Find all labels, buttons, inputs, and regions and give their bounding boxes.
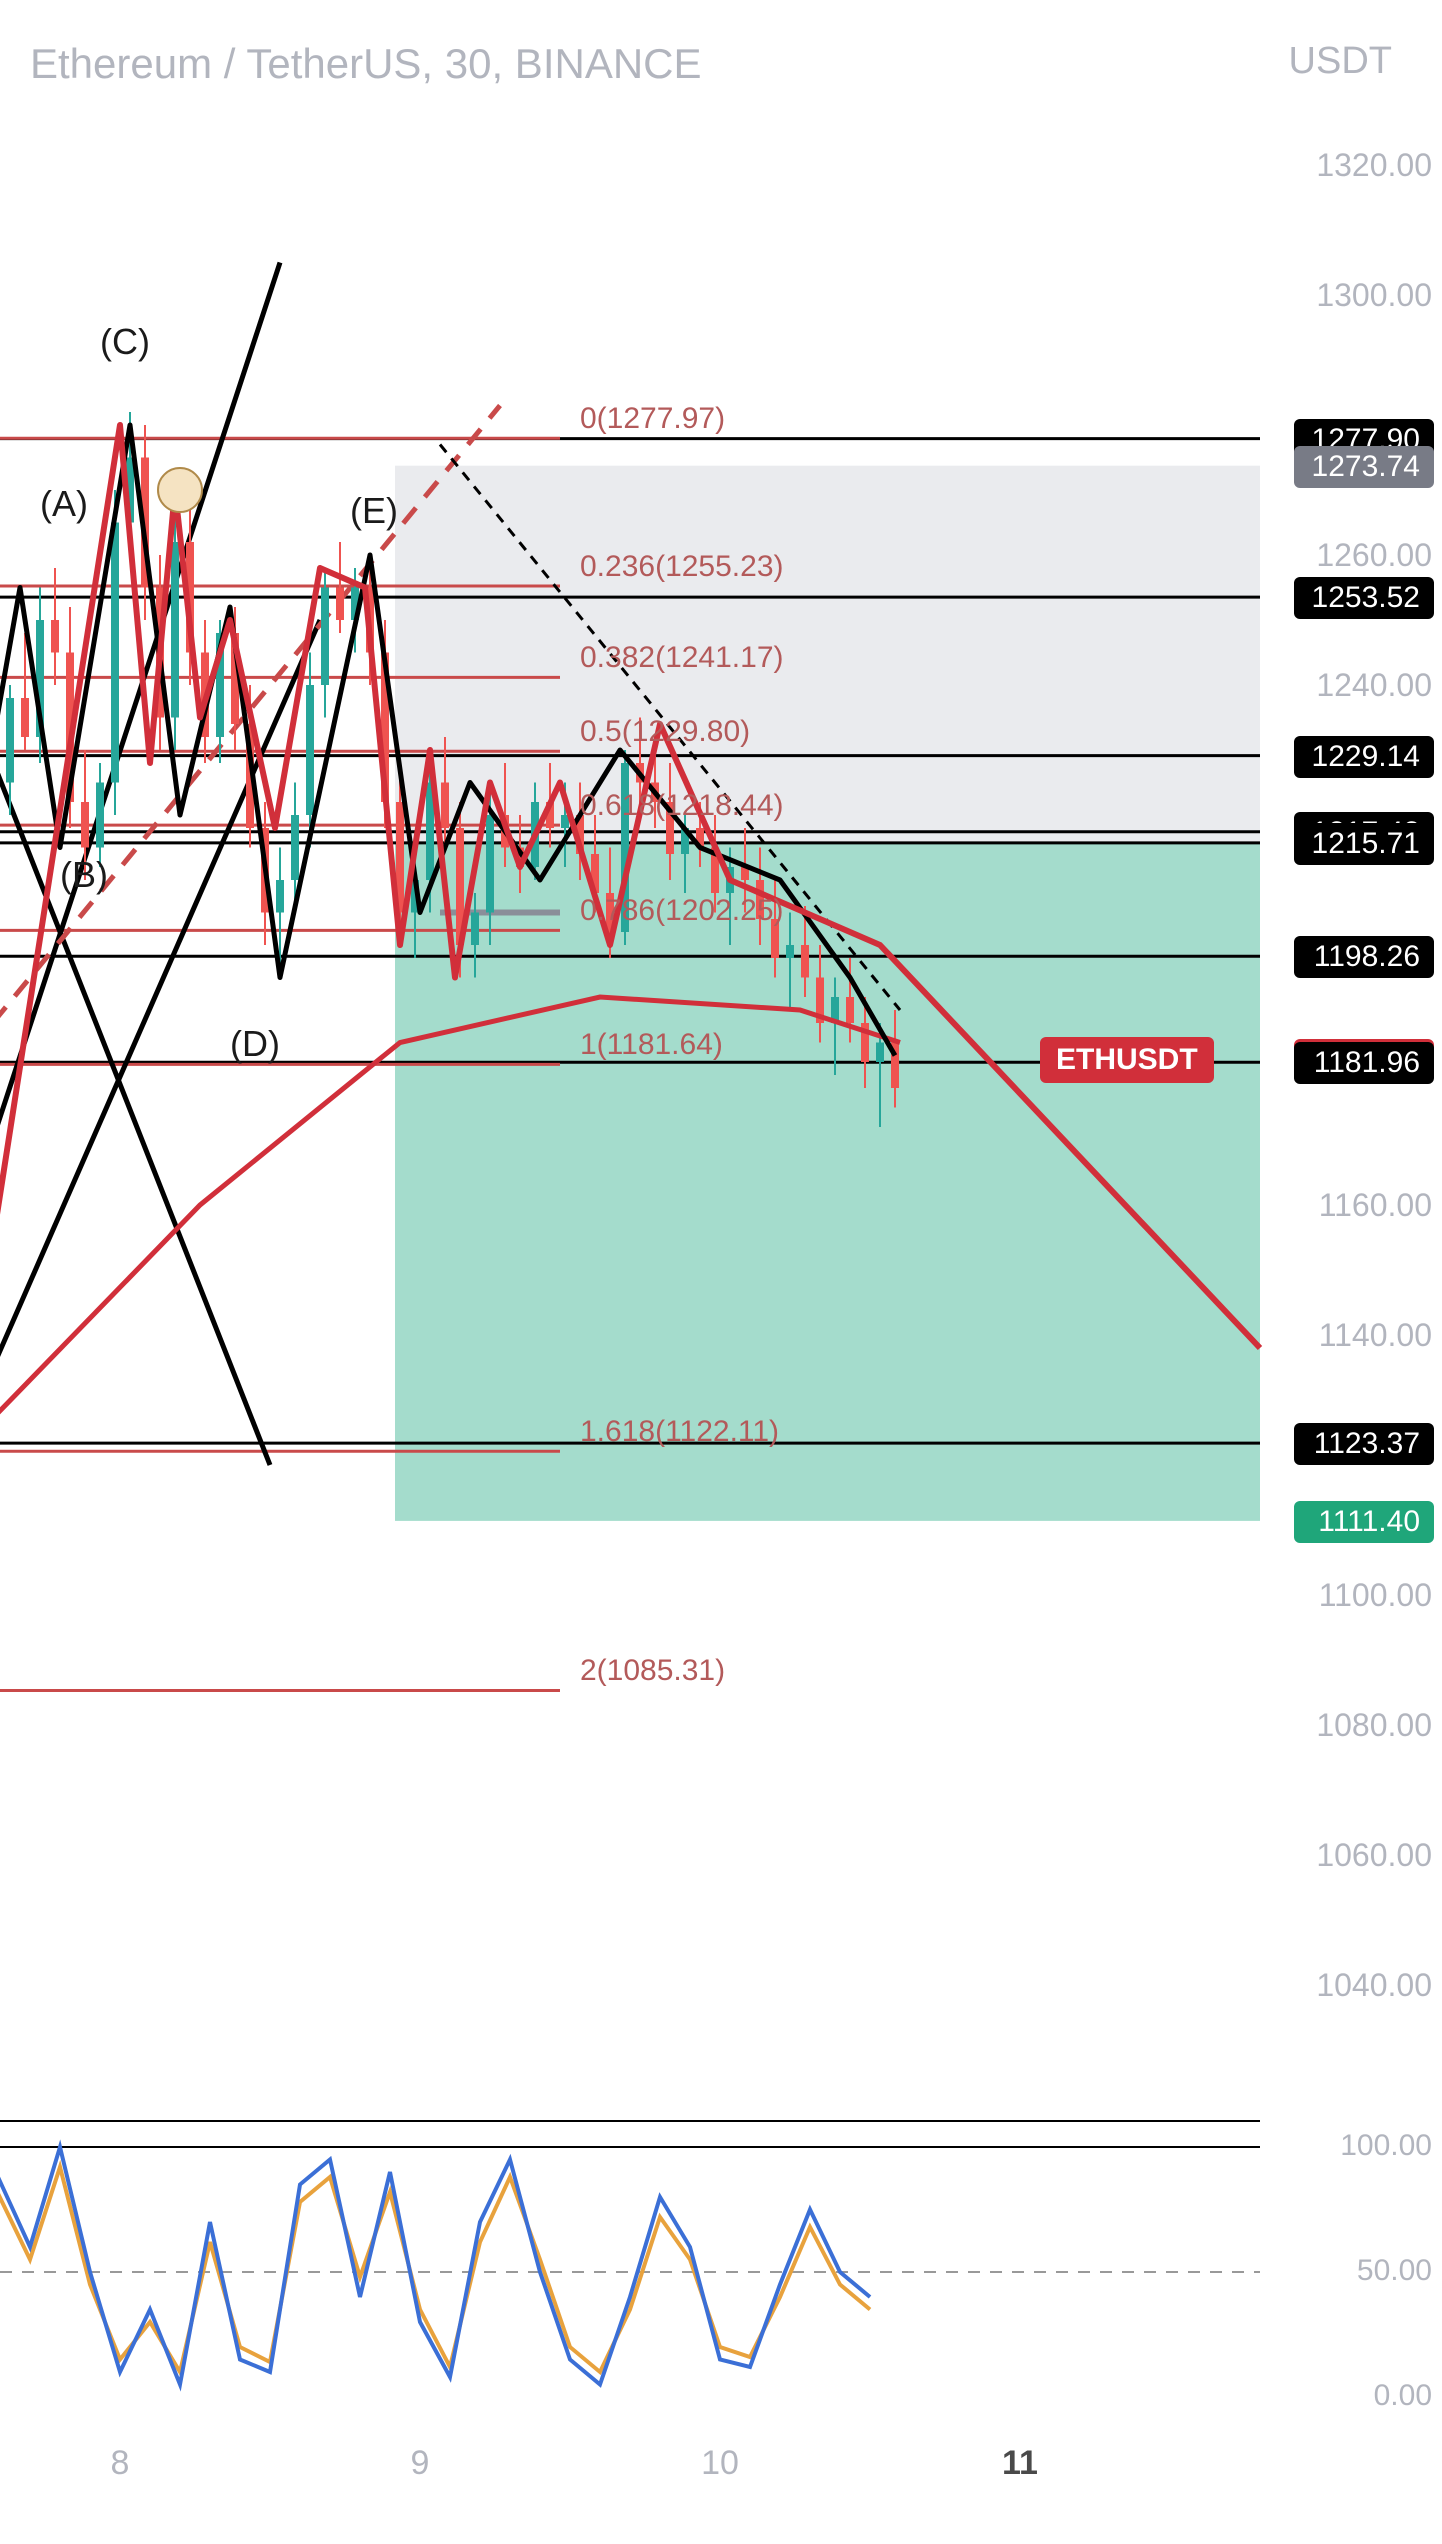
fib-label: 0.618(1218.44)	[580, 789, 784, 823]
price-label: 1215.71	[1294, 823, 1434, 865]
indicator-tick: 50.00	[1357, 2254, 1432, 2288]
fib-label: 0.5(1229.80)	[580, 715, 750, 749]
price-tick: 1080.00	[1316, 1707, 1432, 1744]
price-tick: 1260.00	[1316, 537, 1432, 574]
chart-root: Ethereum / TetherUS, 30, BINANCE USDT 0(…	[0, 0, 1442, 2544]
main-chart-area[interactable]: 0(1277.97) 0.236(1255.23) 0.382(1241.17) 0.…	[0, 100, 1260, 2050]
price-tick: 1060.00	[1316, 1837, 1432, 1874]
elliott-wave-label: (D)	[230, 1023, 280, 1065]
price-label: 1253.52	[1294, 577, 1434, 619]
price-tick: 1320.00	[1316, 147, 1432, 184]
price-label: 1198.26	[1294, 936, 1434, 978]
fib-label: 0.786(1202.25)	[580, 894, 784, 928]
fib-label: 2(1085.31)	[580, 1654, 725, 1688]
chart-title: Ethereum / TetherUS, 30, BINANCE	[30, 40, 702, 88]
time-tick: 8	[111, 2444, 130, 2483]
time-axis[interactable]: 8 9 10 11	[0, 2444, 1260, 2504]
price-tick: 1240.00	[1316, 667, 1432, 704]
indicator-panel[interactable]	[0, 2120, 1260, 2420]
time-tick: 11	[1002, 2444, 1038, 2483]
price-label: 1123.37	[1294, 1423, 1434, 1465]
fib-label: 1(1181.64)	[580, 1028, 723, 1062]
price-tick: 1300.00	[1316, 277, 1432, 314]
price-tick: 1100.00	[1319, 1577, 1432, 1614]
indicator-tick: 100.00	[1340, 2129, 1432, 2163]
price-label: 1229.14	[1294, 736, 1434, 778]
fib-label: 0.236(1255.23)	[580, 550, 784, 584]
price-tick: 1140.00	[1319, 1317, 1432, 1354]
indicator-tick: 0.00	[1374, 2379, 1432, 2413]
indicator-axis: 100.00 50.00 0.00	[1262, 2120, 1442, 2420]
price-label: 1273.74	[1294, 446, 1434, 488]
price-axis[interactable]: 1320.00 1300.00 1260.00 1240.00 1160.00 1140.…	[1262, 100, 1442, 2050]
time-tick: 9	[411, 2444, 430, 2483]
symbol-badge: ETHUSDT	[1040, 1037, 1214, 1083]
elliott-wave-label: (C)	[100, 321, 150, 363]
time-tick: 10	[701, 2444, 739, 2483]
indicator-svg	[0, 2122, 1260, 2422]
elliott-wave-label: (A)	[40, 483, 88, 525]
fib-label: 0(1277.97)	[580, 402, 725, 436]
price-tick: 1160.00	[1319, 1187, 1432, 1224]
price-tick: 1040.00	[1316, 1967, 1432, 2004]
currency-label: USDT	[1289, 40, 1392, 83]
price-label: 1111.40	[1294, 1501, 1434, 1543]
elliott-wave-label: (B)	[60, 854, 108, 896]
fib-label: 0.382(1241.17)	[580, 641, 784, 675]
price-label: 1181.96	[1294, 1042, 1434, 1084]
elliott-wave-label: (E)	[350, 490, 398, 532]
fib-label: 1.618(1122.11)	[580, 1415, 779, 1449]
